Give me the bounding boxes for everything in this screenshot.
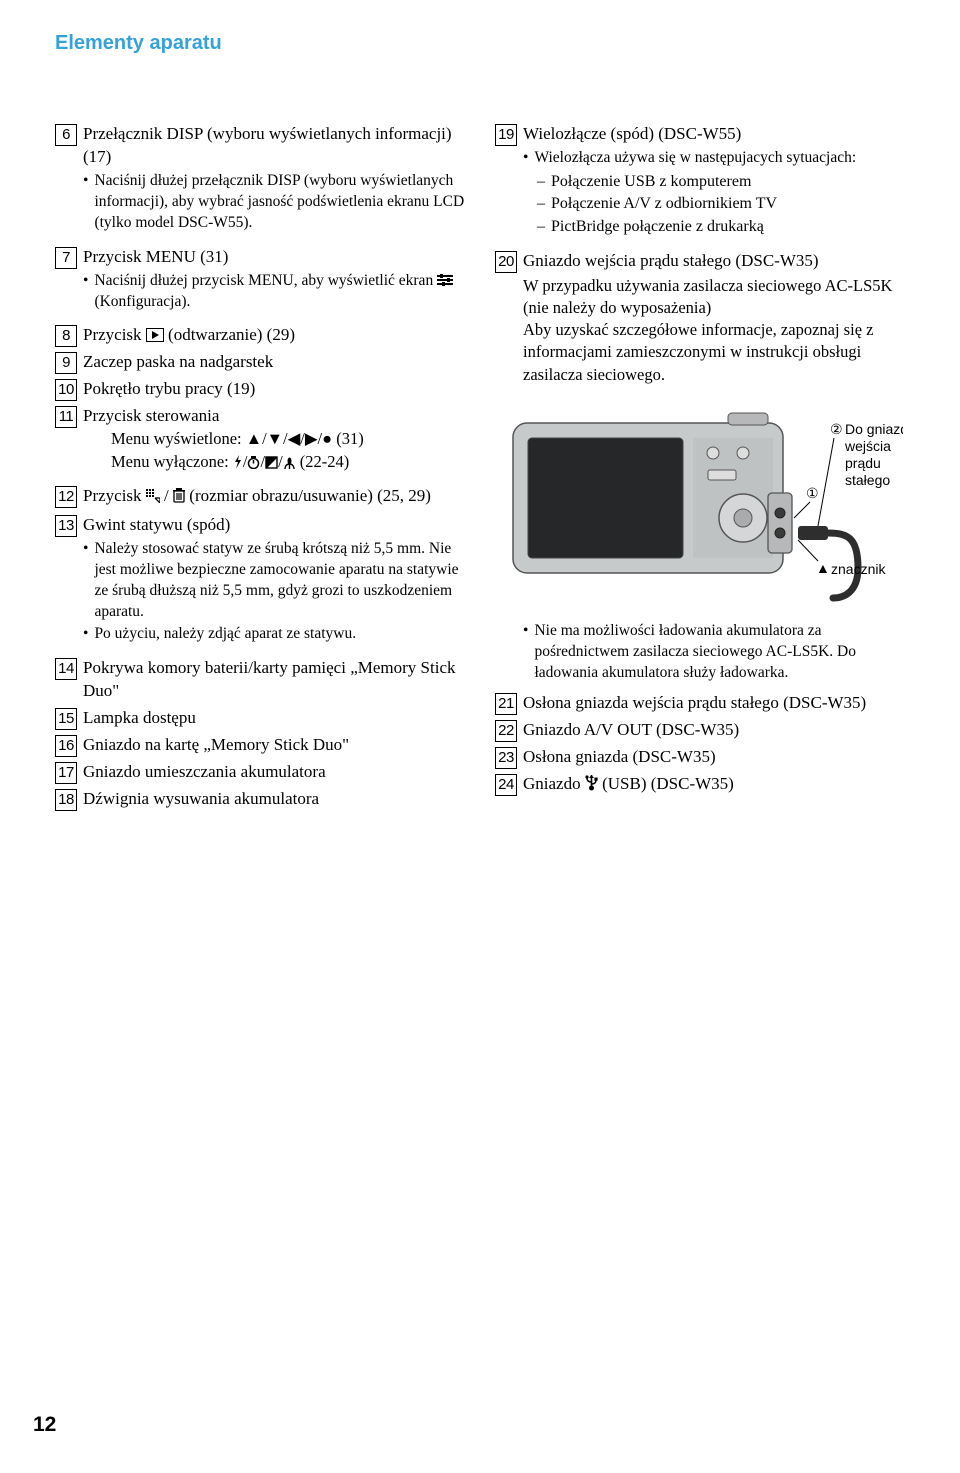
- macro-icon: [283, 453, 296, 475]
- num-box-22: 22: [495, 720, 517, 742]
- item-22-title: Gniazdo A/V OUT (DSC-W35): [523, 720, 739, 739]
- item-11: 11 Przycisk sterowania Menu wyświetlone:…: [55, 405, 465, 480]
- item-16-title: Gniazdo na kartę „Memory Stick Duo": [83, 735, 349, 754]
- num-box-19: 19: [495, 124, 517, 146]
- item-18: 18 Dźwignia wysuwania akumulatora: [55, 788, 465, 811]
- svg-text:znacznik: znacznik: [831, 561, 886, 577]
- num-box-24: 24: [495, 774, 517, 796]
- item-19: 19 Wielozłącze (spód) (DSC-W55) •Wielozł…: [495, 123, 905, 246]
- config-icon: [437, 273, 453, 287]
- item-21: 21 Osłona gniazda wejścia prądu stałego …: [495, 692, 905, 715]
- item-15: 15 Lampka dostępu: [55, 707, 465, 730]
- page-header: Elementy aparatu: [55, 30, 905, 57]
- item-9-title: Zaczep paska na nadgarstek: [83, 352, 273, 371]
- item-13-b2: Po użyciu, należy zdjąć aparat ze statyw…: [94, 624, 356, 645]
- item-6-title: Przełącznik DISP (wyboru wyświetlanych i…: [83, 124, 452, 166]
- item-12: 12 Przycisk /: [55, 485, 465, 510]
- svg-text:prądu: prądu: [845, 455, 881, 471]
- svg-text:①: ①: [806, 485, 819, 501]
- num-box-13: 13: [55, 515, 77, 537]
- item-19-d1: Połączenie USB z komputerem: [551, 171, 751, 193]
- left-column: 6 Przełącznik DISP (wyboru wyświetlanych…: [55, 123, 465, 815]
- item-23-title: Osłona gniazda (DSC-W35): [523, 747, 716, 766]
- item-19-title: Wielozłącze (spód) (DSC-W55): [523, 124, 741, 143]
- item-14: 14 Pokrywa komory baterii/karty pamięci …: [55, 657, 465, 703]
- right-column: 19 Wielozłącze (spód) (DSC-W55) •Wielozł…: [495, 123, 905, 815]
- item-7-title: Przycisk MENU (31): [83, 247, 228, 266]
- num-box-17: 17: [55, 762, 77, 784]
- num-box-12: 12: [55, 486, 77, 508]
- camera-figure: ① ② Do gniazda wejścia prądu stałego ▲ z…: [495, 398, 905, 603]
- item-11-title: Przycisk sterowania: [83, 406, 219, 425]
- item-8: 8 Przycisk (odtwarzanie) (29): [55, 324, 465, 347]
- play-icon: [146, 328, 164, 342]
- item-12-title: Przycisk / (rozmiar obrazu/usuwanie) (25: [83, 486, 431, 505]
- num-box-15: 15: [55, 708, 77, 730]
- svg-text:②: ②: [830, 421, 843, 437]
- content-columns: 6 Przełącznik DISP (wyboru wyświetlanych…: [55, 123, 905, 815]
- timer-icon: [247, 453, 260, 475]
- item-19-d2: Połączenie A/V z odbiornikiem TV: [551, 193, 777, 215]
- svg-text:▲: ▲: [816, 560, 830, 576]
- svg-text:Do gniazda: Do gniazda: [845, 421, 903, 437]
- flash-icon: [233, 453, 243, 475]
- imagesize-icon: [146, 487, 160, 510]
- num-box-11: 11: [55, 406, 77, 428]
- page-number: 12: [33, 1411, 56, 1439]
- num-box-14: 14: [55, 658, 77, 680]
- item-10: 10 Pokrętło trybu pracy (19): [55, 378, 465, 401]
- delete-icon: [173, 487, 185, 510]
- item-11-lines: Menu wyświetlone: ▲/▼/◀/▶/● (31) Menu wy…: [111, 428, 465, 475]
- item-14-title: Pokrywa komory baterii/karty pamięci „Me…: [83, 658, 456, 700]
- svg-text:stałego: stałego: [845, 472, 890, 488]
- item-10-title: Pokrętło trybu pracy (19): [83, 379, 255, 398]
- item-13: 13 Gwint statywu (spód) •Należy stosować…: [55, 514, 465, 654]
- num-box-10: 10: [55, 379, 77, 401]
- item-19-bullet: Wielozłącza używa się w następujacych sy…: [534, 148, 856, 169]
- num-box-23: 23: [495, 747, 517, 769]
- item-24: 24 Gniazdo (USB) (DSC-W35): [495, 773, 905, 798]
- item-20-bullet-after: Nie ma możliwości ładowania akumulatora …: [534, 621, 905, 684]
- svg-text:wejścia: wejścia: [844, 438, 891, 454]
- item-7-bullet: Naciśnij dłużej przycisk MENU, aby wyświ…: [94, 271, 465, 313]
- num-box-9: 9: [55, 352, 77, 374]
- num-box-18: 18: [55, 789, 77, 811]
- item-22: 22 Gniazdo A/V OUT (DSC-W35): [495, 719, 905, 742]
- item-13-b1: Należy stosować statyw ze śrubą krótszą …: [94, 539, 465, 623]
- item-17: 17 Gniazdo umieszczania akumulatora: [55, 761, 465, 784]
- item-6: 6 Przełącznik DISP (wyboru wyświetlanych…: [55, 123, 465, 242]
- item-7: 7 Przycisk MENU (31) • Naciśnij dłużej p…: [55, 246, 465, 321]
- item-18-title: Dźwignia wysuwania akumulatora: [83, 789, 319, 808]
- item-20-title: Gniazdo wejścia prądu stałego (DSC-W35): [523, 251, 819, 270]
- item-19-d3: PictBridge połączenie z drukarką: [551, 216, 764, 238]
- num-box-21: 21: [495, 693, 517, 715]
- item-6-bullet: Naciśnij dłużej przełącznik DISP (wyboru…: [94, 171, 465, 234]
- item-20-body: W przypadku używania zasilacza siecioweg…: [523, 275, 905, 386]
- item-24-title: Gniazdo (USB) (DSC-W35): [523, 774, 734, 793]
- item-17-title: Gniazdo umieszczania akumulatora: [83, 762, 326, 781]
- num-box-16: 16: [55, 735, 77, 757]
- num-box-7: 7: [55, 247, 77, 269]
- usb-icon: [585, 773, 598, 798]
- exposure-icon: [265, 453, 278, 475]
- num-box-8: 8: [55, 325, 77, 347]
- item-20: 20 Gniazdo wejścia prądu stałego (DSC-W3…: [495, 250, 905, 386]
- num-box-6: 6: [55, 124, 77, 146]
- item-9: 9 Zaczep paska na nadgarstek: [55, 351, 465, 374]
- item-8-title: Przycisk (odtwarzanie) (29): [83, 325, 295, 344]
- item-13-title: Gwint statywu (spód): [83, 515, 230, 534]
- item-21-title: Osłona gniazda wejścia prądu stałego (DS…: [523, 693, 866, 712]
- num-box-20: 20: [495, 251, 517, 273]
- item-15-title: Lampka dostępu: [83, 708, 196, 727]
- item-16: 16 Gniazdo na kartę „Memory Stick Duo": [55, 734, 465, 757]
- item-23: 23 Osłona gniazda (DSC-W35): [495, 746, 905, 769]
